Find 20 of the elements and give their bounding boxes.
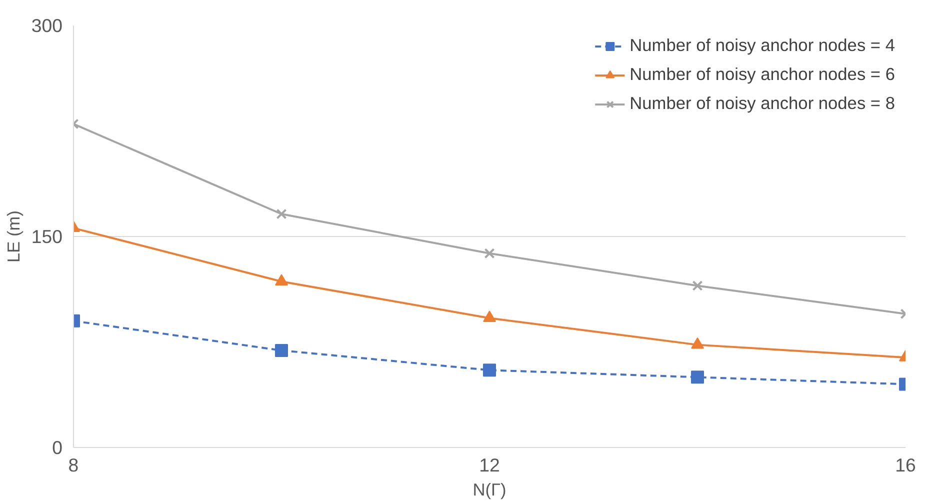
x-tick-label: 16 bbox=[895, 454, 916, 476]
legend-label: Number of noisy anchor nodes = 8 bbox=[630, 93, 895, 114]
point bbox=[483, 310, 496, 322]
y-tick-label: 300 bbox=[31, 15, 63, 36]
point bbox=[484, 248, 495, 259]
point bbox=[483, 364, 496, 377]
point bbox=[275, 344, 288, 357]
x-tick-label: 12 bbox=[479, 454, 500, 476]
point bbox=[692, 280, 703, 291]
point bbox=[275, 274, 288, 286]
y-tick-label: 150 bbox=[31, 226, 63, 247]
y-tick-label: 0 bbox=[52, 437, 63, 458]
x-axis-title: N(Γ) bbox=[472, 480, 506, 500]
y-axis-title: LE (m) bbox=[3, 210, 24, 262]
point bbox=[691, 337, 704, 349]
point bbox=[276, 208, 287, 220]
x-tick-label: 8 bbox=[68, 454, 79, 476]
legend-label: Number of noisy anchor nodes = 6 bbox=[630, 64, 895, 85]
legend-label: Number of noisy anchor nodes = 4 bbox=[630, 35, 895, 56]
point bbox=[691, 370, 704, 384]
